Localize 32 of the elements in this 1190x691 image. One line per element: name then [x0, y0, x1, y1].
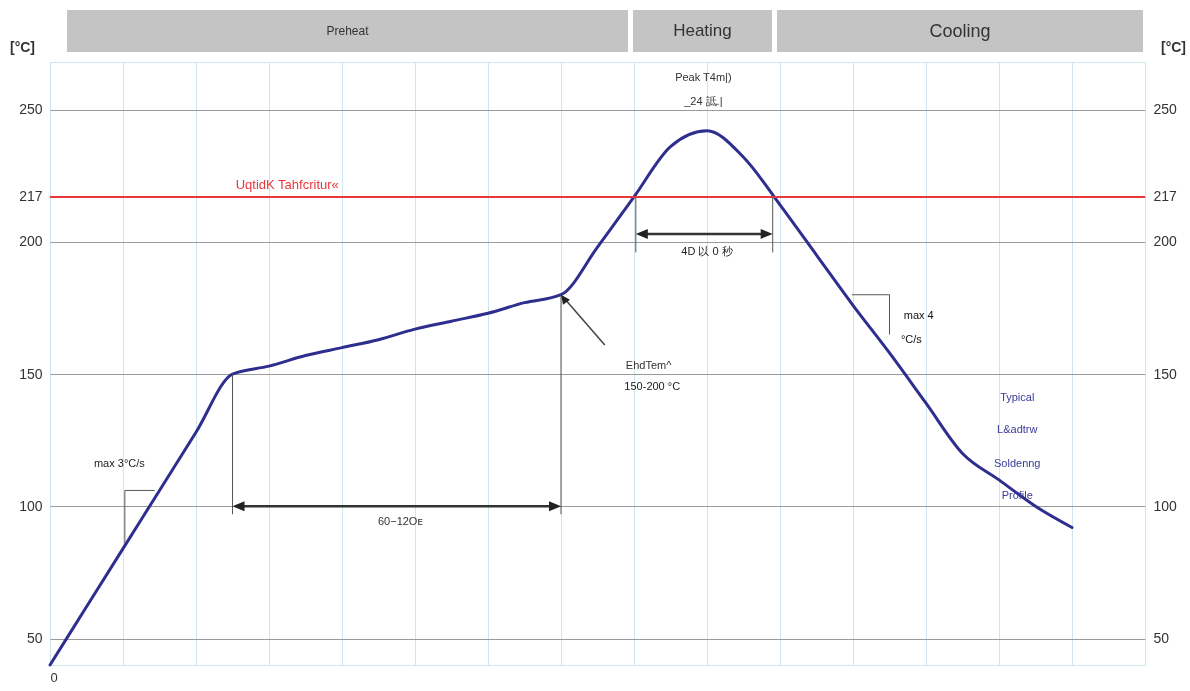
y-tick-label: 250: [19, 101, 43, 118]
y2-tick-label: 250: [1153, 101, 1178, 118]
y-tick-label: 150: [19, 365, 43, 382]
y-tick-label: 217: [19, 188, 43, 205]
annotation: 60−12Oᴇ: [377, 515, 423, 528]
y2-axis-title: [°C]: [1160, 38, 1187, 55]
y2-tick-label: 150: [1153, 365, 1178, 382]
text: Cooling: [777, 10, 1143, 52]
text: Heating: [633, 10, 772, 52]
y-axis-title: [°C]: [9, 38, 36, 55]
annotation: max 4: [903, 308, 934, 321]
annotation: 150-200 °C: [624, 380, 681, 393]
annotation: 4D 以 0 秒: [681, 245, 733, 258]
y-tick-label: 100: [19, 497, 43, 514]
line-series: [48, 129, 1074, 667]
text: Preheat: [67, 10, 628, 52]
y2-tick-label: 200: [1153, 233, 1178, 250]
ref-line-label: UqtidK Tahfcritur«: [235, 176, 339, 192]
y-tick-label: 200: [19, 233, 43, 250]
y2-tick-label: 50: [1153, 630, 1170, 647]
annotation: _24 詆.|: [683, 94, 723, 107]
annotation: Soldenng: [994, 457, 1041, 469]
x-tick-label: 0: [50, 669, 58, 685]
annotation: max 3°C/s: [93, 457, 146, 469]
annotation: EhdTem^: [625, 359, 673, 372]
y2-tick-label: 100: [1153, 497, 1178, 514]
annotation: L&adtrw: [997, 422, 1038, 435]
y2-tick-label: 217: [1153, 188, 1178, 205]
y-tick-label: 50: [26, 630, 43, 647]
annotation: °C/s: [900, 332, 923, 345]
annotation: Typical: [1000, 390, 1035, 403]
annotation: Peak T4m|): [675, 70, 732, 83]
